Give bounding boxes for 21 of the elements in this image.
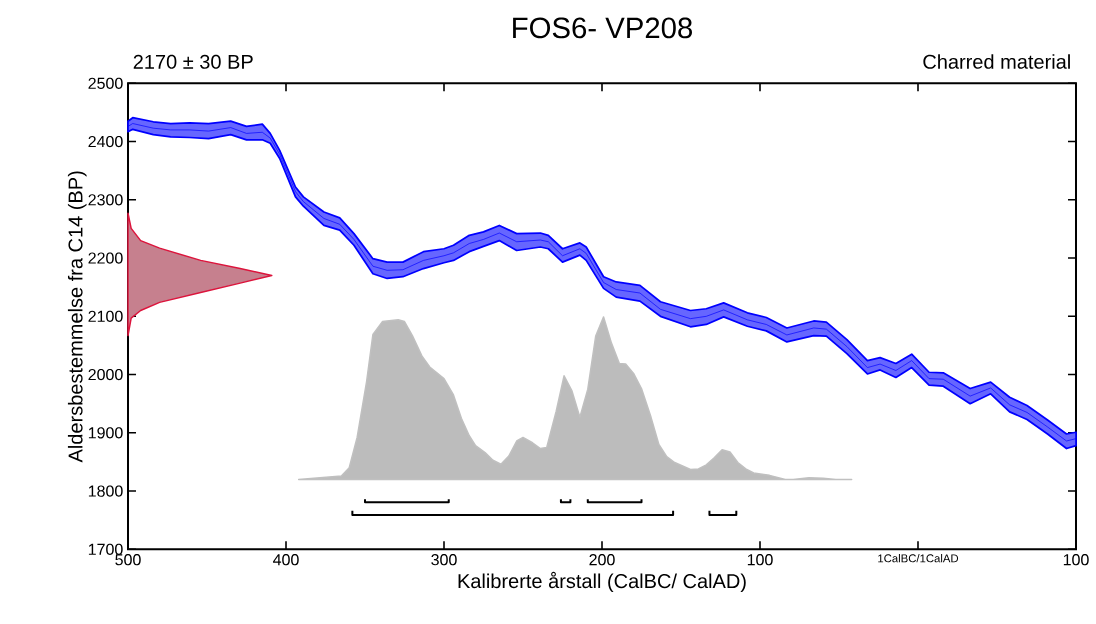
x-tick-label: 100 <box>747 554 773 566</box>
y-tick-label: 1800 <box>88 485 123 497</box>
y-tick-label: 2000 <box>88 368 123 381</box>
x-tick-label: 500 <box>115 554 141 566</box>
x-tick-label: 300 <box>431 554 457 566</box>
y-tick-label: 2100 <box>88 310 123 322</box>
y-tick-label: 2200 <box>88 252 123 264</box>
x-tick-label: 100 <box>1063 554 1089 566</box>
text: Charred material <box>923 54 1070 69</box>
y-tick-label: 2400 <box>88 135 123 148</box>
x-axis-title: Kalibrerte årstall (CalBC/ CalAD) <box>458 571 746 593</box>
chart-subtitle: 2170 ± 30 BP <box>133 54 253 69</box>
y-tick-label: 1900 <box>88 427 123 439</box>
x-tick-label: 1CalBC/1CalAD <box>878 554 959 563</box>
y-tick-label: 2300 <box>88 194 123 206</box>
y-tick-label: 2500 <box>88 77 123 89</box>
y-axis-title: Aldersbestemmelse fra C14 (BP) <box>67 171 87 463</box>
y-tick-label: 1700 <box>88 543 123 555</box>
x-tick-label: 200 <box>589 554 615 566</box>
x-tick-label: 400 <box>273 554 299 566</box>
chart-title: FOS6- VP208 <box>513 17 692 39</box>
